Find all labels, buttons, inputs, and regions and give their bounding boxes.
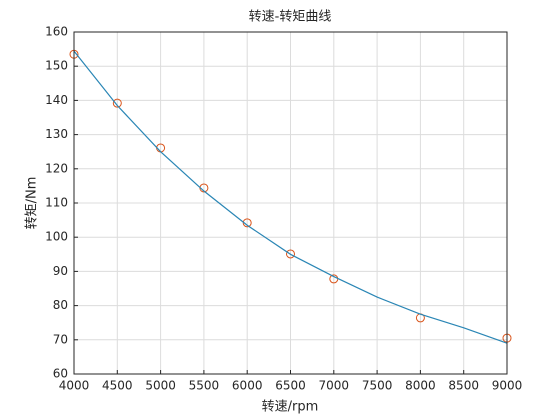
x-tick-label: 6500	[275, 379, 306, 393]
chart-title: 转速-转矩曲线	[249, 10, 332, 25]
x-tick-label: 9000	[492, 379, 523, 393]
y-tick-label: 90	[53, 264, 68, 278]
y-axis-label: 转矩/Nm	[25, 177, 40, 230]
x-tick-label: 7500	[362, 379, 393, 393]
fit-line	[73, 50, 508, 344]
x-tick-label: 8500	[448, 379, 479, 393]
y-tick-label: 60	[53, 367, 68, 381]
x-tick-label: 8000	[405, 379, 436, 393]
scatter-point	[286, 249, 295, 259]
x-tick-label: 4000	[59, 379, 90, 393]
y-tick-label: 130	[45, 127, 68, 141]
y-tick-label: 80	[53, 298, 68, 312]
y-tick-label: 120	[45, 161, 68, 175]
x-tick-label: 5500	[189, 379, 220, 393]
scatter-point	[242, 218, 252, 228]
y-tick-label: 100	[45, 230, 68, 244]
x-tick-label: 4500	[102, 379, 133, 393]
y-tick-label: 140	[45, 93, 68, 107]
x-tick-label: 5000	[145, 379, 176, 393]
y-tick-label: 110	[45, 196, 68, 210]
x-tick-label: 6000	[232, 379, 263, 393]
y-tick-label: 150	[45, 59, 68, 73]
y-tick-label: 160	[45, 25, 68, 39]
x-axis-label: 转速/rpm	[262, 400, 319, 415]
y-tick-label: 70	[53, 332, 68, 346]
scatter-point	[112, 98, 122, 108]
x-tick-label: 7000	[319, 379, 350, 393]
